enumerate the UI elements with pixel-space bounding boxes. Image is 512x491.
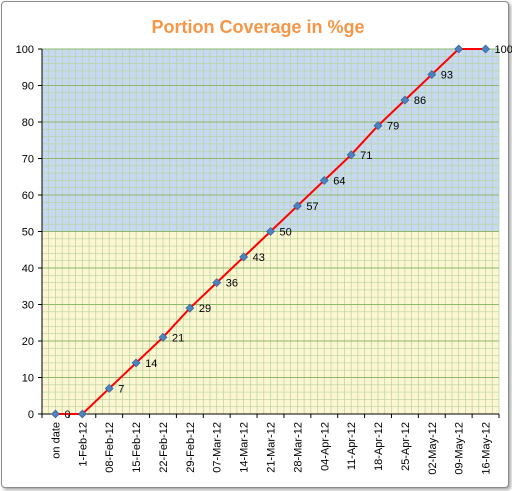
data-point-marker [77, 409, 87, 419]
data-label: 86 [414, 95, 426, 107]
data-point-marker [481, 44, 490, 54]
data-point-marker [158, 332, 168, 342]
data-point-marker [185, 303, 195, 313]
x-tick-label: 15-Feb-12 [131, 422, 143, 473]
data-label: 79 [387, 121, 399, 133]
x-tick-label: 1-Feb-12 [77, 422, 89, 467]
x-tick-label: 22-Feb-12 [158, 422, 170, 473]
y-tick-label: 50 [22, 227, 34, 239]
data-label: 57 [306, 201, 318, 213]
data-label: 100 [495, 44, 512, 56]
x-tick-label: on date [50, 422, 62, 459]
data-point-marker [454, 44, 464, 54]
y-tick-label: 40 [22, 263, 34, 275]
y-tick-label: 90 [22, 81, 34, 93]
x-tick-label: 28-Mar-12 [292, 422, 304, 473]
data-label: 43 [253, 252, 265, 264]
data-point-marker [131, 358, 141, 368]
data-point-marker [427, 70, 437, 79]
data-point-marker [239, 252, 249, 262]
y-tick-label: 0 [28, 409, 34, 421]
y-tick-label: 20 [22, 336, 34, 348]
y-tick-label: 30 [22, 300, 34, 312]
chart-title: Portion Coverage in %ge [151, 17, 364, 37]
data-label: 71 [360, 150, 372, 162]
data-label: 64 [333, 175, 345, 187]
x-tick-label: 11-Apr-12 [346, 422, 358, 470]
x-tick-label: 16-May-12 [481, 422, 493, 475]
data-label: 93 [441, 70, 453, 82]
data-point-marker [212, 278, 222, 288]
data-label: 50 [280, 227, 292, 239]
data-label: 21 [172, 332, 184, 344]
x-tick-label: 02-May-12 [427, 422, 439, 475]
data-point-marker [319, 175, 329, 185]
x-tick-label: 18-Apr-12 [373, 422, 385, 471]
x-tick-label: 07-Mar-12 [212, 422, 224, 473]
y-tick-label: 100 [16, 44, 34, 56]
x-tick-label: 21-Mar-12 [266, 422, 278, 473]
data-point-marker [266, 227, 275, 236]
x-tick-label: 29-Feb-12 [185, 422, 197, 473]
data-point-marker [373, 121, 383, 131]
data-label: 7 [118, 383, 124, 395]
x-tick-label: 25-Apr-12 [400, 422, 412, 471]
y-tick-label: 70 [22, 154, 34, 166]
x-tick-label: 09-May-12 [454, 422, 466, 475]
data-point-marker [104, 384, 114, 393]
x-tick-label: 14-Mar-12 [239, 422, 251, 473]
data-label: 0 [64, 409, 70, 421]
data-label: 36 [226, 278, 238, 290]
x-tick-label: 04-Apr-12 [319, 422, 331, 471]
x-tick-label: 08-Feb-12 [104, 422, 116, 473]
data-point-marker [51, 409, 60, 419]
data-point-marker [292, 201, 302, 211]
y-tick-label: 10 [22, 373, 34, 385]
data-point-marker [400, 95, 410, 105]
y-tick-label: 60 [22, 190, 34, 202]
data-label: 29 [199, 303, 211, 315]
data-label: 14 [145, 358, 157, 370]
y-tick-label: 80 [22, 117, 34, 129]
data-point-marker [346, 150, 356, 160]
